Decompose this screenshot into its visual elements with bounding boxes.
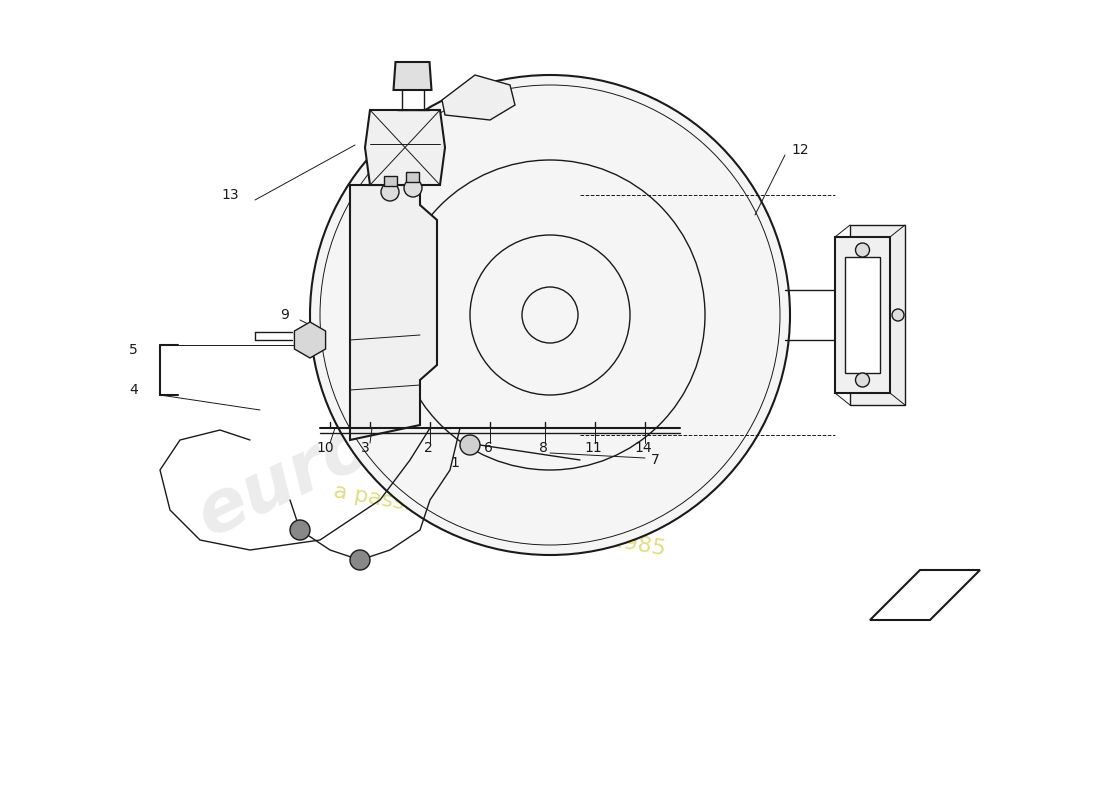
Polygon shape [870,570,980,620]
Text: 2: 2 [424,441,432,455]
Circle shape [404,179,422,197]
Circle shape [892,309,904,321]
Circle shape [295,325,324,355]
Text: 8: 8 [539,441,548,455]
Text: 4: 4 [130,383,138,397]
Text: 7: 7 [650,453,659,467]
Circle shape [856,373,869,387]
Text: 14: 14 [635,441,652,455]
Text: 13: 13 [221,188,239,202]
Polygon shape [442,75,515,120]
Ellipse shape [310,75,790,555]
Circle shape [290,520,310,540]
Text: 10: 10 [316,441,333,455]
Circle shape [350,550,370,570]
Polygon shape [295,322,326,358]
Bar [384,176,396,186]
Circle shape [381,183,399,201]
Circle shape [856,243,869,257]
Polygon shape [850,225,905,405]
Text: 9: 9 [280,308,289,322]
Polygon shape [394,62,431,90]
Polygon shape [350,185,437,440]
Text: 1: 1 [451,456,460,470]
Text: 3: 3 [361,441,370,455]
Bar [407,172,419,182]
Text: 11: 11 [584,441,602,455]
Polygon shape [835,237,890,393]
Polygon shape [845,257,880,373]
Text: 12: 12 [791,143,808,157]
Text: europes: europes [186,349,514,551]
Text: 6: 6 [484,441,493,455]
Text: a passion for parts since 1985: a passion for parts since 1985 [332,481,668,559]
Polygon shape [365,110,446,185]
Text: 5: 5 [130,343,138,357]
Circle shape [460,435,480,455]
